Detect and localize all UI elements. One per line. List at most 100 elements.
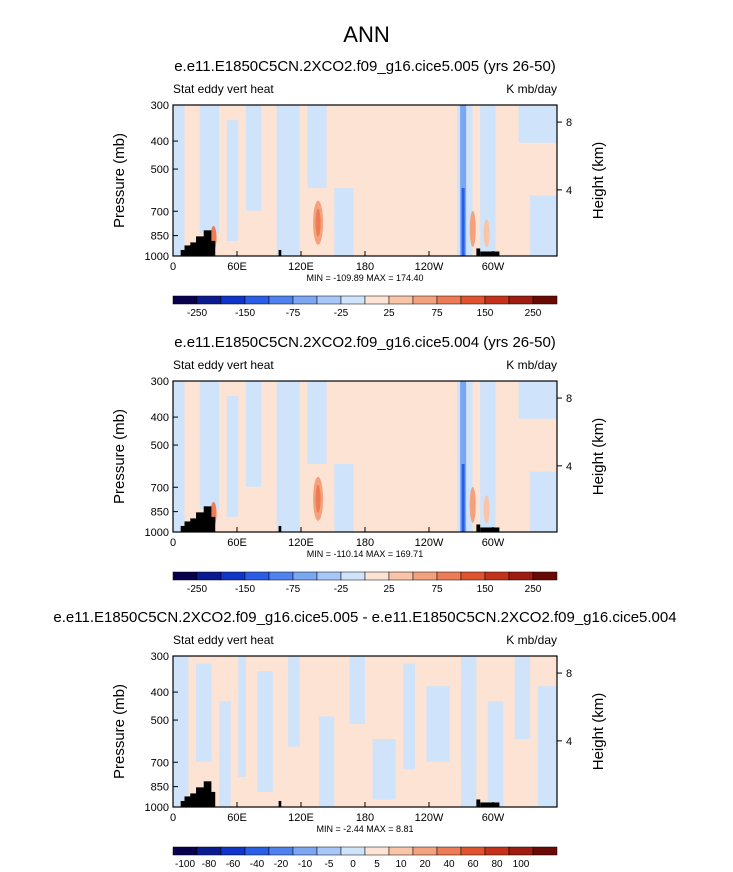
- field-contour: [315, 484, 321, 513]
- colorbar-swatch: [484, 846, 510, 856]
- colorbar-label: -20: [274, 859, 289, 870]
- panel-1: e.e11.E1850C5CN.2XCO2.f09_g16.cice5.005 …: [111, 58, 607, 319]
- y-tick-label: 300: [151, 651, 169, 663]
- terrain-mask: [278, 800, 282, 807]
- x-tick-label: 60W: [482, 812, 505, 824]
- main-title: ANN: [343, 22, 389, 47]
- field-contour: [426, 686, 450, 762]
- x-tick-label: 60W: [482, 261, 505, 273]
- field-contour: [483, 219, 490, 248]
- field-contour: [226, 120, 239, 241]
- field-contour: [315, 208, 321, 237]
- x-tick-label: 180: [356, 537, 374, 549]
- stats-label: MIN = -2.44 MAX = 8.81: [316, 824, 413, 834]
- panel-left-label: Stat eddy vert heat: [173, 82, 274, 96]
- terrain-mask: [278, 525, 282, 532]
- colorbar-swatch: [508, 295, 534, 305]
- terrain-mask: [480, 527, 500, 532]
- colorbar-label: -150: [235, 584, 255, 595]
- terrain-mask: [476, 799, 481, 807]
- colorbar-label: 75: [431, 308, 443, 319]
- x-tick-label: 180: [356, 261, 374, 273]
- colorbar-swatch: [244, 295, 270, 305]
- y-tick-label: 500: [151, 164, 169, 176]
- panel-units-label: K mb/day: [506, 633, 557, 647]
- x-tick-label: 60E: [227, 812, 247, 824]
- colorbar-swatch: [316, 571, 342, 581]
- y-tick-label: 300: [151, 376, 169, 388]
- colorbar-swatch: [532, 846, 558, 856]
- stats-label: MIN = -109.89 MAX = 174.40: [306, 273, 423, 283]
- colorbar-label: 0: [350, 859, 356, 870]
- panel-units-label: K mb/day: [506, 358, 557, 372]
- colorbar-swatch: [220, 571, 246, 581]
- terrain-mask: [196, 236, 206, 256]
- colorbar-label: -10: [298, 859, 313, 870]
- x-tick-label: 0: [170, 537, 176, 549]
- colorbar-swatch: [292, 295, 318, 305]
- colorbar-swatch: [412, 295, 438, 305]
- y-tick-label: 400: [151, 687, 169, 699]
- x-tick-label: 120W: [415, 537, 444, 549]
- colorbar-swatch: [388, 571, 414, 581]
- y-tick-label: 500: [151, 440, 169, 452]
- colorbar-swatch: [460, 571, 486, 581]
- field-contour: [349, 656, 365, 724]
- colorbar-label: -60: [226, 859, 241, 870]
- colorbar-label: 60: [467, 859, 479, 870]
- colorbar-swatch: [268, 571, 294, 581]
- field-contour: [480, 105, 496, 256]
- colorbar-label: 250: [525, 308, 542, 319]
- terrain-mask: [190, 793, 200, 807]
- y-tick-label: 850: [151, 507, 169, 519]
- colorbar-label: -75: [286, 308, 301, 319]
- colorbar-swatch: [508, 846, 534, 856]
- x-tick-label: 60W: [482, 537, 505, 549]
- field-contour: [530, 471, 557, 532]
- field-contour: [460, 381, 467, 532]
- field-contour: [461, 656, 477, 807]
- y-right-tick-label: 8: [566, 393, 572, 405]
- field-contour: [480, 381, 496, 532]
- colorbar-label: 80: [491, 859, 503, 870]
- terrain-mask: [480, 802, 500, 807]
- field-contour: [372, 739, 396, 800]
- y-right-tick-label: 4: [566, 461, 572, 473]
- y-right-tick-label: 8: [566, 117, 572, 129]
- panel-3: e.e11.E1850C5CN.2XCO2.f09_g16.cice5.005 …: [53, 609, 676, 870]
- y-tick-label: 700: [151, 757, 169, 769]
- colorbar-swatch: [364, 846, 390, 856]
- colorbar-label: 100: [513, 859, 530, 870]
- colorbar-swatch: [364, 295, 390, 305]
- colorbar-label: 40: [443, 859, 455, 870]
- field-contour: [245, 381, 262, 487]
- colorbar-swatch: [508, 571, 534, 581]
- colorbar-label: -80: [202, 859, 217, 870]
- colorbar-label: 20: [419, 859, 431, 870]
- field-contour: [226, 396, 239, 517]
- colorbar-swatch: [220, 295, 246, 305]
- y-axis-title: Pressure (mb): [111, 409, 128, 504]
- field-contour: [469, 486, 476, 523]
- y-tick-label: 850: [151, 231, 169, 243]
- x-tick-label: 180: [356, 812, 374, 824]
- colorbar-swatch: [484, 295, 510, 305]
- colorbar-label: 25: [383, 584, 395, 595]
- colorbar-swatch: [412, 846, 438, 856]
- colorbar-swatch: [436, 295, 462, 305]
- colorbar-swatch: [196, 846, 222, 856]
- y-tick-label: 1000: [145, 527, 169, 539]
- terrain-mask: [203, 781, 212, 807]
- colorbar-swatch: [292, 846, 318, 856]
- colorbar-swatch: [340, 846, 366, 856]
- colorbar-label: -75: [286, 584, 301, 595]
- colorbar-swatch: [172, 571, 198, 581]
- field-contour: [173, 656, 189, 807]
- colorbar-label: -150: [235, 308, 255, 319]
- field-contour: [483, 495, 490, 524]
- field-contour: [238, 656, 246, 777]
- y-tick-label: 400: [151, 136, 169, 148]
- colorbar-label: -25: [334, 584, 349, 595]
- y-tick-label: 400: [151, 412, 169, 424]
